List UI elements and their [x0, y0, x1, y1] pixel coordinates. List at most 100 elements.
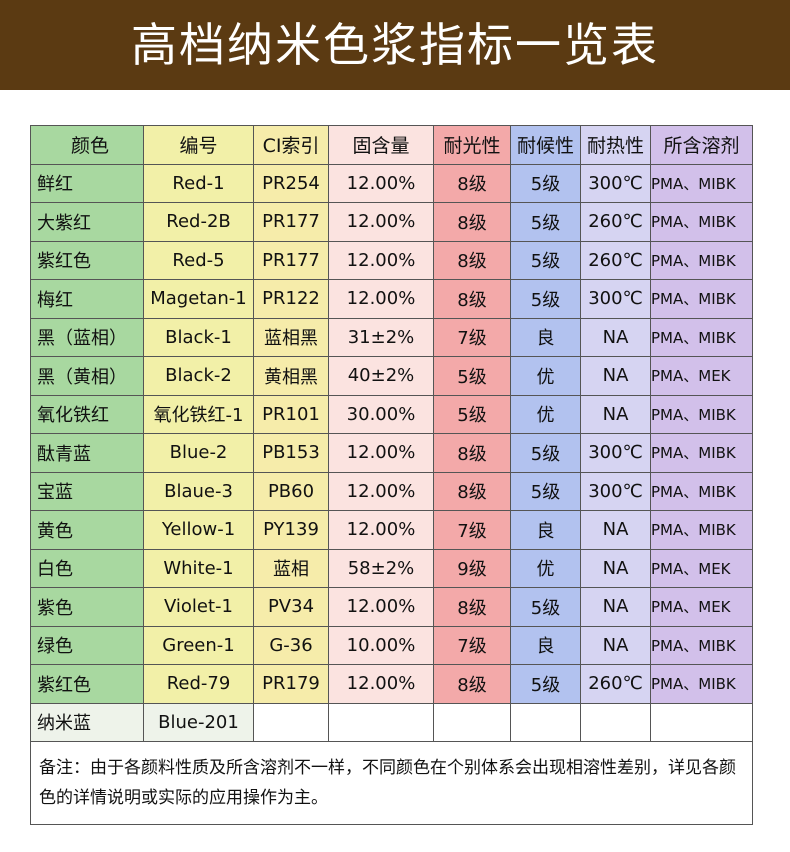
table-cell: PMA、MIBK [650, 510, 753, 550]
table-cell [510, 702, 581, 742]
table-cell: Violet-1 [143, 587, 254, 627]
table-cell: 5级 [510, 471, 581, 511]
table-cell: NA [580, 587, 651, 627]
table-cell: 31±2% [328, 317, 434, 357]
table-cell: 良 [510, 510, 581, 550]
table-cell: 300℃ [580, 471, 651, 511]
table-cell: PMA、MEK [650, 548, 753, 588]
table-cell: 鲜红 [30, 163, 144, 203]
table-cell: 黄色 [30, 510, 144, 550]
table-row: 纳米蓝 Blue-201 [30, 702, 753, 742]
table-cell: NA [580, 548, 651, 588]
table-cell: 260℃ [580, 664, 651, 704]
table-row: 绿色 Green-1 G-36 10.00% 7级良 NA PMA、MIBK [30, 625, 753, 665]
table-row: 鲜红 Red-1 PR254 12.00% 8级 5级 300℃ PMA、MIBK [30, 163, 753, 203]
table-cell: PMA、MEK [650, 587, 753, 627]
table-cell: 紫红色 [30, 240, 144, 280]
table-cell: 紫色 [30, 587, 144, 627]
table-cell: 5级 [510, 202, 581, 242]
table-cell: 5级 [510, 163, 581, 203]
table-cell: 10.00% [328, 625, 434, 665]
table-cell: 5级 [510, 664, 581, 704]
table-cell: PR122 [253, 279, 329, 319]
table-row: 梅红 Magetan-1 PR122 12.00% 8级 5级 300℃ PMA、MIBK [30, 279, 753, 319]
table-cell: Blue-2 [143, 433, 254, 473]
table-cell: PB60 [253, 471, 329, 511]
table-row: 白色 White-1 蓝相 58±2% 9级优 NA PMA、MEK [30, 548, 753, 588]
column-header: 固含量 [328, 125, 434, 165]
table-cell: PMA、MIBK [650, 279, 753, 319]
table-cell: Blue-201 [143, 702, 254, 742]
table-cell: 酞青蓝 [30, 433, 144, 473]
table-cell: 纳米蓝 [30, 702, 144, 742]
table-cell: PMA、MIBK [650, 664, 753, 704]
table-cell [580, 702, 651, 742]
table-cell: 12.00% [328, 240, 434, 280]
column-header: 耐候性 [510, 125, 581, 165]
table-cell: NA [580, 394, 651, 434]
table-cell: 优 [510, 356, 581, 396]
table-cell: PMA、MIBK [650, 471, 753, 511]
table-cell: 氧化铁红-1 [143, 394, 254, 434]
table-cell: 8级 [433, 279, 511, 319]
header-row: 颜色 编号 CI索引 固含量 耐光性 耐候性 耐热性 所含溶剂 [30, 125, 753, 165]
table-cell: 12.00% [328, 471, 434, 511]
column-header: 编号 [143, 125, 254, 165]
table-cell: Red-79 [143, 664, 254, 704]
note: 备注：由于各颜料性质及所含溶剂不一样，不同颜色在个别体系会出现相溶性差别，详见各… [30, 741, 753, 825]
table-cell [650, 702, 753, 742]
table-cell: 8级 [433, 471, 511, 511]
table-cell: 氧化铁红 [30, 394, 144, 434]
column-header: CI索引 [253, 125, 329, 165]
table-cell: 5级 [510, 587, 581, 627]
table-cell: 7级 [433, 625, 511, 665]
table-row: 黑（黄相） Black-2 黄相黑 40±2% 5级优 NA PMA、MEK [30, 356, 753, 396]
table-cell: PR101 [253, 394, 329, 434]
table-cell: Black-1 [143, 317, 254, 357]
table-cell: 梅红 [30, 279, 144, 319]
table-cell: 黑（黄相） [30, 356, 144, 396]
table-cell: 300℃ [580, 279, 651, 319]
table-cell: Yellow-1 [143, 510, 254, 550]
table-cell: 5级 [433, 394, 511, 434]
table-cell: PMA、MIBK [650, 317, 753, 357]
table-cell: 5级 [510, 433, 581, 473]
table-cell: 9级 [433, 548, 511, 588]
table-row: 紫红色 Red-5 PR177 12.00% 8级 5级 260℃ PMA、MIBK [30, 240, 753, 280]
note-row: 备注：由于各颜料性质及所含溶剂不一样，不同颜色在个别体系会出现相溶性差别，详见各… [30, 741, 753, 825]
table-cell: 紫红色 [30, 664, 144, 704]
table-row: 大紫红 Red-2B PR177 12.00% 8级 5级 260℃ PMA、MIBK [30, 202, 753, 242]
table-row: 紫色 Violet-1 PV34 12.00% 8级 5级 NA PMA、MEK [30, 587, 753, 627]
table-cell: NA [580, 625, 651, 665]
table-cell: 8级 [433, 240, 511, 280]
title-bar: 高档纳米色浆指标一览表 [0, 0, 790, 90]
table-cell: PMA、MIBK [650, 394, 753, 434]
table-cell: 黄相黑 [253, 356, 329, 396]
table-cell: PMA、MEK [650, 356, 753, 396]
table-cell: 大紫红 [30, 202, 144, 242]
table-cell: NA [580, 356, 651, 396]
table-cell: Red-2B [143, 202, 254, 242]
table-cell: 绿色 [30, 625, 144, 665]
table-cell: G-36 [253, 625, 329, 665]
table-cell: 5级 [433, 356, 511, 396]
column-header: 耐光性 [433, 125, 511, 165]
table-cell: PMA、MIBK [650, 625, 753, 665]
table-cell: 8级 [433, 163, 511, 203]
table-cell: 260℃ [580, 240, 651, 280]
spec-table: 颜色 编号 CI索引 固含量 耐光性 耐候性 耐热性 所含溶剂 鲜红 Red-1 PR254 12.0… [30, 125, 753, 825]
table-cell: PMA、MIBK [650, 240, 753, 280]
table-cell: Blaue-3 [143, 471, 254, 511]
table-row: 黑（蓝相） Black-1 蓝相黑 31±2% 7级良 NA PMA、MIBK [30, 317, 753, 357]
table-row: 宝蓝 Blaue-3 PB60 12.00% 8级 5级 300℃ PMA、MIBK [30, 471, 753, 511]
table-cell: PR177 [253, 240, 329, 280]
table-cell: 良 [510, 317, 581, 357]
table-cell: Red-5 [143, 240, 254, 280]
table-cell: 260℃ [580, 202, 651, 242]
table-cell: PMA、MIBK [650, 163, 753, 203]
table-cell: 白色 [30, 548, 144, 588]
table-cell: PR254 [253, 163, 329, 203]
column-header: 颜色 [30, 125, 144, 165]
table-cell: 12.00% [328, 279, 434, 319]
table-cell: 8级 [433, 433, 511, 473]
